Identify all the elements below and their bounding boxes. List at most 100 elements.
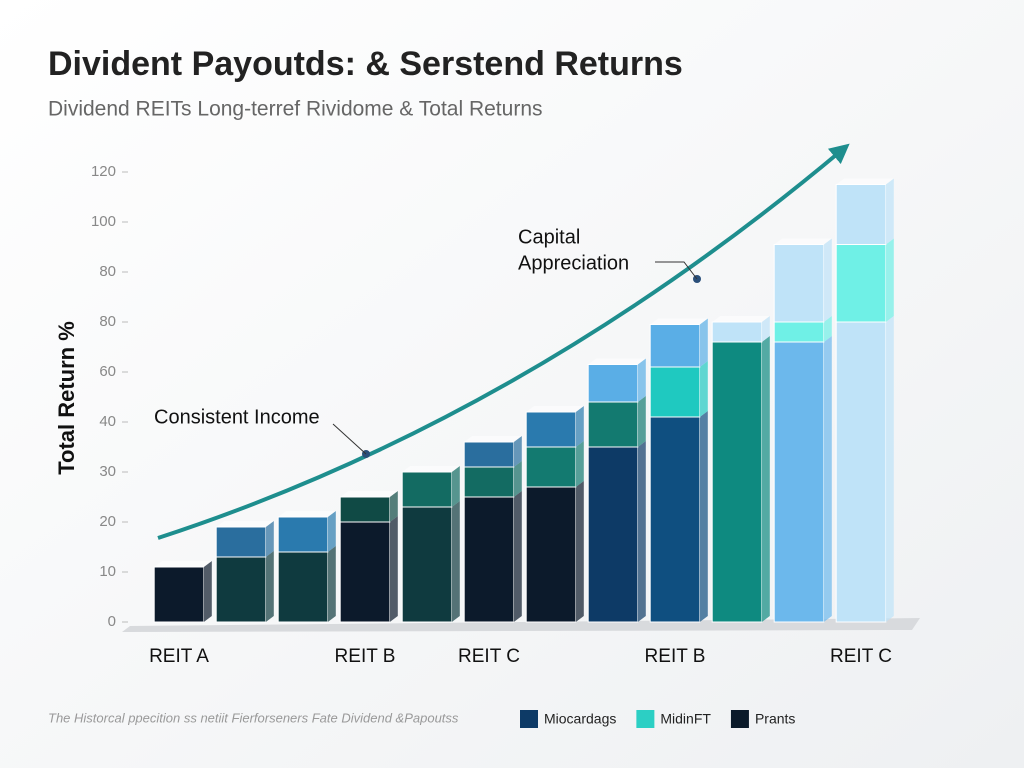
bar-segment — [525, 446, 577, 488]
x-tick-label: REIT A — [149, 646, 209, 667]
bar-top — [464, 436, 522, 442]
callout-line — [655, 261, 698, 280]
bar-top — [588, 358, 646, 365]
bar-segment — [835, 321, 887, 623]
legend-label: Miocardags — [544, 711, 616, 727]
bar-top — [278, 511, 336, 517]
bar-segment — [215, 526, 267, 558]
bar-side — [265, 521, 274, 557]
bar-segment — [401, 471, 453, 508]
legend-swatch — [730, 710, 749, 728]
bar-side — [637, 396, 646, 447]
bar-top — [526, 406, 584, 412]
bar-side — [575, 481, 584, 622]
y-tick-label: 30 — [99, 463, 116, 480]
bar-top — [836, 178, 894, 185]
bar-side — [761, 316, 770, 342]
y-tick-label: 80 — [99, 313, 116, 330]
bar-side — [885, 316, 894, 622]
bar-segment — [773, 341, 825, 623]
y-tick-label: 100 — [91, 213, 116, 230]
bar-top — [216, 521, 274, 527]
chart-subtitle: Dividend REITs Long-terref Rividome & To… — [48, 98, 543, 121]
x-tick-label: REIT C — [830, 646, 892, 667]
bar-side — [513, 436, 522, 467]
bar-side — [389, 491, 398, 522]
bar-side — [823, 238, 832, 322]
bar-segment — [649, 324, 701, 368]
bar-segment — [277, 551, 329, 623]
bar-segment — [835, 184, 887, 245]
bar-top — [774, 238, 832, 245]
bar-top — [402, 466, 460, 472]
bar-segment — [215, 556, 267, 623]
legend-label: MidinFT — [660, 711, 711, 727]
bar-side — [575, 406, 584, 447]
y-axis-label: Total Return % — [54, 321, 79, 475]
bar-segment — [463, 441, 515, 468]
bar-segment — [773, 244, 825, 323]
x-tick-label: REIT C — [458, 646, 520, 667]
x-tick-label: REIT B — [335, 646, 396, 667]
y-tick-label: 80 — [99, 263, 116, 280]
y-tick-label: 10 — [99, 563, 116, 580]
bar-side — [885, 238, 894, 322]
chart-title: Divident Payoutds: & Serstend Returns — [48, 45, 683, 83]
bar-segment — [401, 506, 453, 623]
bar-segment — [711, 321, 763, 343]
bar-segment — [525, 411, 577, 448]
y-tick-label: 40 — [99, 413, 116, 430]
bar-segment — [773, 321, 825, 343]
callout-line — [332, 423, 367, 455]
bar-side — [823, 316, 832, 342]
annotation: Appreciation — [518, 252, 629, 274]
bar-segment — [649, 416, 701, 623]
legend-swatch — [636, 710, 655, 728]
bar-side — [699, 361, 708, 417]
annotation: Capital — [518, 226, 580, 248]
y-tick-label: 60 — [99, 363, 116, 380]
bar-side — [327, 511, 336, 552]
bar-side — [513, 461, 522, 497]
bar-side — [203, 561, 212, 622]
bar-side — [575, 441, 584, 487]
y-tick-label: 120 — [91, 163, 116, 180]
annotation: Consistent Income — [154, 406, 320, 428]
bar-top — [712, 316, 770, 322]
y-tick-label: 0 — [108, 613, 116, 630]
bar-segment — [339, 496, 391, 523]
bar-segment — [587, 364, 639, 403]
bar-segment — [649, 366, 701, 418]
bar-side — [389, 516, 398, 622]
bar-side — [451, 501, 460, 622]
y-tick-label: 20 — [99, 513, 116, 530]
bar-side — [761, 336, 770, 622]
bar-side — [513, 491, 522, 622]
bar-side — [885, 178, 894, 245]
bar-side — [823, 336, 832, 622]
bar-top — [154, 561, 212, 567]
legend-label: Prants — [755, 711, 795, 727]
trend-arrow — [157, 143, 850, 540]
footnote: The Historcal ppecition ss netiit Fierfo… — [48, 710, 459, 725]
bar-segment — [587, 446, 639, 623]
bar-segment — [339, 521, 391, 623]
x-tick-label: REIT B — [645, 646, 706, 667]
bar-segment — [463, 496, 515, 623]
bar-segment — [835, 244, 887, 323]
bar-segment — [277, 516, 329, 553]
bar-top — [650, 318, 708, 325]
bar-segment — [525, 486, 577, 623]
bar-segment — [153, 566, 205, 623]
bar-top — [340, 491, 398, 497]
bar-segment — [711, 341, 763, 623]
bar-side — [451, 466, 460, 507]
bar-side — [699, 411, 708, 622]
bar-side — [637, 441, 646, 622]
bar-segment — [463, 466, 515, 498]
bar-segment — [587, 401, 639, 448]
legend-swatch — [520, 710, 538, 728]
bar-side — [327, 546, 336, 622]
bar-side — [699, 318, 708, 367]
